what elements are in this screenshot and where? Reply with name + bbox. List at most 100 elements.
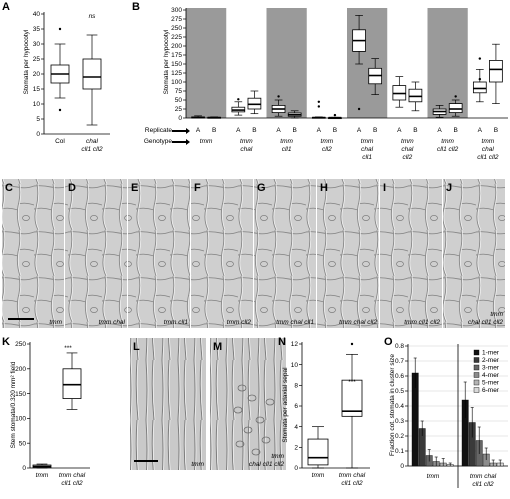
micrograph-label: I [383,182,386,194]
panel-n-quad-box [341,379,363,417]
panel-o-legend-swatch [473,372,480,378]
panel-o-legend-label: 1-mer [482,350,500,357]
panel-k-ylabel: Stem stomata/0.320 mm² field [10,361,17,448]
panel-b-rep-label: A [236,127,241,134]
micrograph-caption: tmm cll2 [227,319,252,326]
panel-n-quad-outlier [350,342,354,346]
panel-o-group-line2: cll1 cll2 [472,481,494,488]
panel-a-ylabel: Stomata per hypocotyl [23,29,30,94]
micrograph-label: L [133,341,140,353]
panel-a-xlabel-chal: chal [86,138,98,145]
panel-a-y-tick-label: 10 [33,101,41,108]
panel-a-label: A [2,1,10,13]
panel-b-y-tick-label: 225 [171,34,182,41]
micrograph-label: D [68,182,76,194]
panel-b-box-6-B-outlier [454,95,457,98]
panel-n-xlabel-line2: cll1 cll2 [341,480,363,487]
panel-o-legend-swatch [473,357,480,363]
stoma-cell [265,398,275,406]
panel-o-group-tmm: tmm [427,473,440,480]
panel-b-box-3-B-outlier [333,113,337,117]
panel-b-genotype-label: chal [240,146,252,153]
stoma-cell [255,416,265,424]
panel-b-y-tick-label: 25 [175,106,183,113]
panel-o-legend-label: 3-mer [482,365,500,372]
panel-n-y-tick-label: 4 [294,424,298,431]
panel-n-ylabel: Stomata per adaxial sepal [282,367,289,443]
panel-b-genotype-label: tmm [361,138,374,145]
panel-n-label: N [278,336,286,348]
stoma-cell [233,406,243,414]
panel-n-y-tick-label: 12 [291,341,299,348]
panel-k-xlabel-line2: cll1 cll2 [61,480,83,487]
panel-b-rep-label: B [494,127,498,134]
panel-b-box-6-B-box [448,103,463,113]
micrograph-j [443,179,505,328]
panel-k-xlabel-tmm: tmm [36,472,49,479]
panel-a-y-tick-label: 0 [36,131,40,138]
micrograph-caption: tmm [271,453,284,460]
panel-b-box-3-A-outlier [317,100,321,104]
panel-o-y-tick-label: 0 [400,463,404,470]
panel-b-genotype-label: cll1 [362,154,372,161]
micrograph-f [191,179,253,328]
panel-b-genotype-label: cll1 cll2 [437,146,459,153]
stoma-cell [251,448,261,456]
panel-b-genotype-label: tmm [240,138,253,145]
panel-k-quad-box [62,368,82,399]
panel-o-y-tick-label: 0.6 [395,373,404,380]
panel-b-y-tick-label: 175 [171,52,182,59]
panel-a-y-tick-label: 40 [33,11,41,18]
panel-n: N Stomata per adaxial sepal 0 2 4 6 8 10 12 **… [278,336,370,487]
panel-b-genotype-label: tmm [401,138,414,145]
panel-o-y-tick-label: 0.7 [395,358,404,365]
panel-o-legend-swatch [473,379,480,386]
panel-b-shade-band [427,8,468,118]
panel-a-y-tick-label: 30 [33,41,41,48]
panel-o-legend-swatch [473,349,480,356]
panel-k-y-tick-label: 0 [22,465,26,472]
panel-b-rep-label: A [478,127,483,134]
micrograph-caption: tmm [490,311,503,318]
panel-b-box-7-B-box [489,60,503,83]
panel-o-legend-label: 6-mer [482,387,500,394]
panel-o-ylabel: Fraction cot. stomata in cluster size [389,354,396,456]
micrograph-label: H [320,182,328,194]
panel-b-genotype-label: cll2 [322,146,332,153]
panel-b-rep-label: B [413,127,417,134]
panel-b-rep-label: B [293,127,297,134]
micrograph-label: F [194,182,201,194]
micrograph-g [254,179,316,328]
panel-o-legend-swatch [473,387,480,393]
micrograph-label: M [213,341,222,353]
panel-o-y-tick-label: 0.2 [395,433,404,440]
panel-o-legend-label: 5-mer [482,380,500,387]
panel-o: O Fraction cot. stomata in cluster size … [384,336,508,488]
panel-b-genotype-label: tmm [441,138,454,145]
panel-b-rep-label: B [333,127,337,134]
panel-n-y-tick-label: 2 [294,445,298,452]
panel-k: K Stem stomata/0.320 mm² field 0 50 100 150… [2,336,90,487]
stoma-cell [237,384,247,392]
panel-n-y-tick-label: 0 [294,465,298,472]
panel-b-y-tick-label: 250 [171,25,182,32]
panel-b-rep-label: B [212,127,216,134]
panel-b-y-tick-label: 0 [178,115,182,122]
panel-a-col-outlier [58,108,62,112]
panel-b-rep-label: A [317,127,322,134]
micrograph-caption: chal cll1 cll2 [249,461,284,468]
micrograph-label: J [446,182,452,194]
panel-n-y-tick-label: 8 [294,383,298,390]
panel-b-y-tick-label: 50 [175,97,183,104]
panel-b-genotype-label: cll1 [282,146,292,153]
panel-b-y-tick-label: 200 [171,43,182,50]
panel-o-label: O [384,336,393,348]
stoma-cell [261,436,271,444]
micrograph-label: C [5,182,13,194]
panel-b-genotype-label: chal [361,146,373,153]
panel-a-y-tick-label: 5 [36,116,40,123]
panel-b-genotype-label: cll2 [402,154,412,161]
panel-n-y-tick-label: 6 [294,403,298,410]
